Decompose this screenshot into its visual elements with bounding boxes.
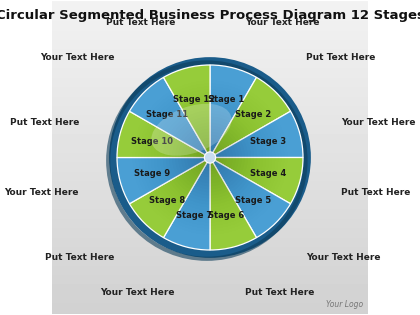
Wedge shape (210, 158, 291, 238)
Text: Your Text Here: Your Text Here (341, 118, 415, 127)
Text: Stage 1: Stage 1 (207, 95, 244, 104)
Text: Put Text Here: Put Text Here (306, 53, 375, 62)
Text: Stage 2: Stage 2 (235, 111, 271, 119)
Text: Put Text Here: Put Text Here (10, 118, 79, 127)
Wedge shape (210, 158, 257, 250)
Text: Stage 3: Stage 3 (250, 137, 286, 146)
Wedge shape (129, 158, 210, 238)
Wedge shape (210, 111, 303, 158)
Wedge shape (117, 111, 210, 158)
Text: Your Logo: Your Logo (326, 300, 363, 309)
Text: Your Text Here: Your Text Here (39, 53, 114, 62)
Text: Stage 5: Stage 5 (235, 196, 271, 204)
Text: Put Text Here: Put Text Here (341, 188, 410, 197)
Text: Stage 10: Stage 10 (131, 137, 173, 146)
Text: Your Text Here: Your Text Here (245, 18, 320, 27)
Wedge shape (163, 158, 210, 250)
Text: Put Text Here: Put Text Here (45, 253, 114, 262)
Wedge shape (210, 77, 291, 158)
Wedge shape (163, 65, 210, 158)
Text: Stage 12: Stage 12 (173, 95, 215, 104)
Text: Stage 11: Stage 11 (146, 111, 188, 119)
Wedge shape (129, 77, 210, 158)
Circle shape (109, 57, 311, 258)
Text: Stage 9: Stage 9 (134, 169, 170, 178)
Text: Your Text Here: Your Text Here (306, 253, 381, 262)
Circle shape (204, 152, 216, 163)
Text: Circular Segmented Business Process Diagram 12 Stages: Circular Segmented Business Process Diag… (0, 9, 420, 21)
Text: Stage 7: Stage 7 (176, 211, 213, 220)
Text: Stage 6: Stage 6 (207, 211, 244, 220)
Text: Your Text Here: Your Text Here (5, 188, 79, 197)
Text: Put Text Here: Put Text Here (245, 288, 315, 297)
Text: Your Text Here: Your Text Here (100, 288, 175, 297)
Wedge shape (210, 158, 303, 204)
Wedge shape (117, 158, 210, 204)
Text: Stage 4: Stage 4 (250, 169, 286, 178)
Text: Put Text Here: Put Text Here (105, 18, 175, 27)
Text: Stage 8: Stage 8 (149, 196, 185, 204)
Ellipse shape (151, 104, 231, 156)
Wedge shape (210, 65, 257, 158)
